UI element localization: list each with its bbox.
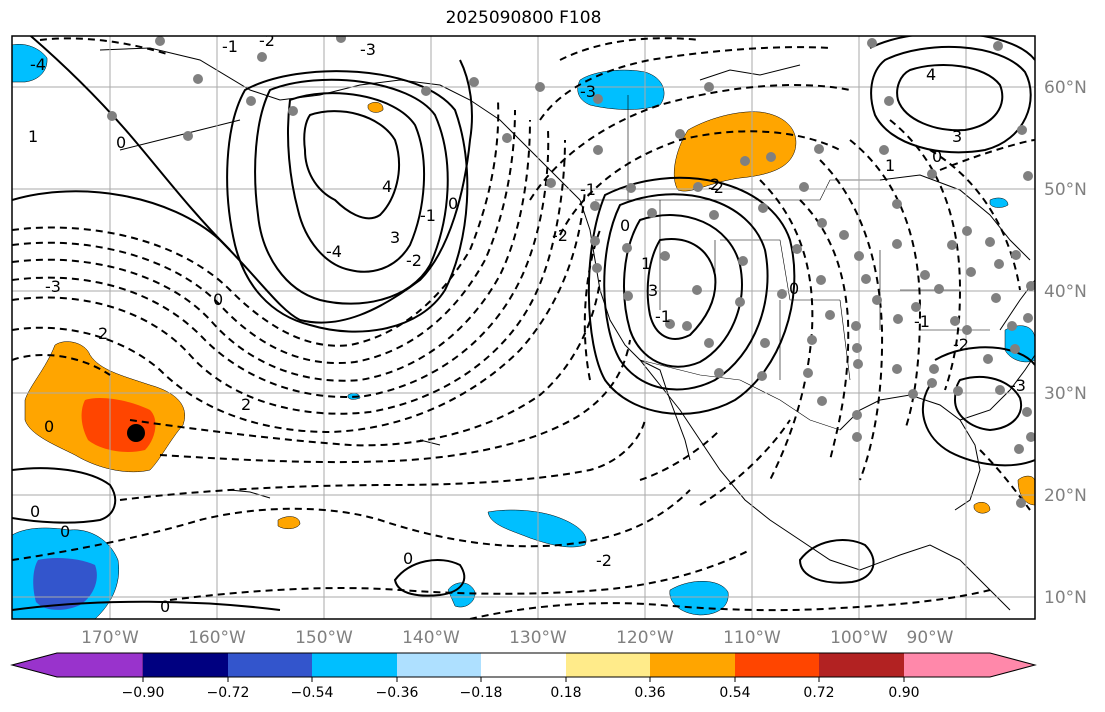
contour-label: 2 [241, 395, 251, 414]
shade-blue-small-1 [447, 582, 476, 608]
shade-blue-small-5 [989, 197, 1009, 208]
contour-label: -3 [1010, 376, 1026, 395]
lon-label: 110°W [723, 628, 781, 648]
lon-label: 140°W [402, 628, 460, 648]
contour-label: -1 [655, 307, 671, 326]
contour-label: 0 [213, 290, 223, 309]
contour-label: 2 [98, 324, 108, 343]
colorbar-segment [650, 653, 735, 677]
colorbar-tick-label: −0.54 [291, 685, 334, 701]
colorbar-tick-label: 0.36 [634, 685, 665, 701]
colorbar-tick-label: −0.36 [376, 685, 419, 701]
contour-label: -1 [420, 206, 436, 225]
location-marker [127, 424, 145, 442]
latitude-axis: 60°N 50°N 40°N 30°N 20°N 10°N [1044, 78, 1087, 608]
lat-label: 20°N [1044, 486, 1087, 506]
lat-label: 60°N [1044, 78, 1087, 98]
contour-label: 0 [60, 522, 70, 541]
contour-label: -3 [360, 40, 376, 59]
map-title: 2025090800 F108 [445, 8, 602, 28]
contour-label: -1 [580, 180, 596, 199]
colorbar-segment [735, 653, 819, 677]
shade-blue-hawaii [487, 509, 587, 548]
contour-label: -2 [953, 335, 969, 354]
shade-orange-small-1 [277, 516, 301, 529]
contour-label: -2 [552, 226, 568, 245]
contour-label: 1 [28, 127, 38, 146]
contour-label: -2 [259, 31, 275, 50]
shade-blue-nw [12, 44, 48, 83]
contour-label: 3 [952, 127, 962, 146]
contour-label: 0 [620, 216, 630, 235]
contour-label: -4 [326, 242, 342, 261]
shade-orange-small-2 [367, 102, 384, 113]
lat-label: 30°N [1044, 384, 1087, 404]
contour-label: 0 [116, 133, 126, 152]
colorbar-segment [904, 653, 1035, 677]
contour-label: 1 [885, 156, 895, 175]
colorbar-outline [10, 652, 1037, 678]
lat-label: 10°N [1044, 588, 1087, 608]
colorbar-segment [11, 652, 144, 678]
contour-label: -1 [914, 312, 930, 331]
contour-label: 3 [648, 281, 658, 300]
colorbar-segment [312, 653, 397, 677]
longitude-axis: 170°W 160°W 150°W 140°W 130°W 120°W 110°… [81, 628, 954, 648]
contour-label: 0 [403, 549, 413, 568]
dashed-contours [12, 37, 1035, 619]
contour-label: -3 [580, 82, 596, 101]
colorbar-tick-label: −0.18 [460, 685, 503, 701]
lat-label: 40°N [1044, 282, 1087, 302]
map-frame [11, 35, 1036, 620]
contour-label: 0 [44, 417, 54, 436]
contour-label: -2 [406, 251, 422, 270]
contour-label: 0 [932, 147, 942, 166]
lon-label: 100°W [830, 628, 888, 648]
colorbar-segment [143, 653, 228, 677]
colorbar-segment [566, 653, 650, 677]
lon-label: 130°W [509, 628, 567, 648]
lon-label: 150°W [295, 628, 353, 648]
colorbar-tick-label: 0.72 [803, 685, 834, 701]
contour-label: -1 [222, 37, 238, 56]
shade-orange-east [1017, 475, 1035, 506]
shade-orange-small-3 [973, 502, 991, 514]
lon-label: 120°W [616, 628, 674, 648]
contour-label: -2 [708, 178, 724, 197]
colorbar-tick-label: 0.54 [719, 685, 750, 701]
lon-label: 90°W [907, 628, 954, 648]
colorbar-tick-label: −0.90 [122, 685, 165, 701]
contour-label: -4 [30, 55, 46, 74]
colorbar: −0.90 −0.72 −0.54 −0.36 −0.18 0.18 0.36 … [10, 652, 1037, 701]
colorbar-tick-label: 0.18 [550, 685, 581, 701]
contour-label: 3 [390, 228, 400, 247]
contour-label: 0 [448, 194, 458, 213]
contour-label: -3 [45, 277, 61, 296]
contour-labels: 1 0 -1 -2 -3 -4 0 2 3 4 0 -1 -2 -3 -4 2 … [28, 31, 1026, 616]
colorbar-segment [397, 653, 481, 677]
contour-label: 1 [641, 254, 651, 273]
contour-label: 0 [789, 279, 799, 298]
colorbar-tick-label: 0.90 [888, 685, 919, 701]
lon-label: 160°W [188, 628, 246, 648]
colorbar-segment [228, 653, 312, 677]
colorbar-tick-label: −0.72 [207, 685, 250, 701]
contour-label: 0 [160, 597, 170, 616]
contour-label: 0 [30, 502, 40, 521]
contour-label: -2 [596, 551, 612, 570]
contour-label: 4 [926, 65, 936, 84]
station-dots [107, 36, 1035, 508]
contour-label: 2 [710, 175, 720, 194]
lat-label: 50°N [1044, 180, 1087, 200]
borders [595, 95, 990, 431]
colorbar-segment [819, 653, 904, 677]
lon-label: 170°W [81, 628, 139, 648]
contour-label: 4 [382, 177, 392, 196]
colorbar-segment [481, 653, 566, 677]
